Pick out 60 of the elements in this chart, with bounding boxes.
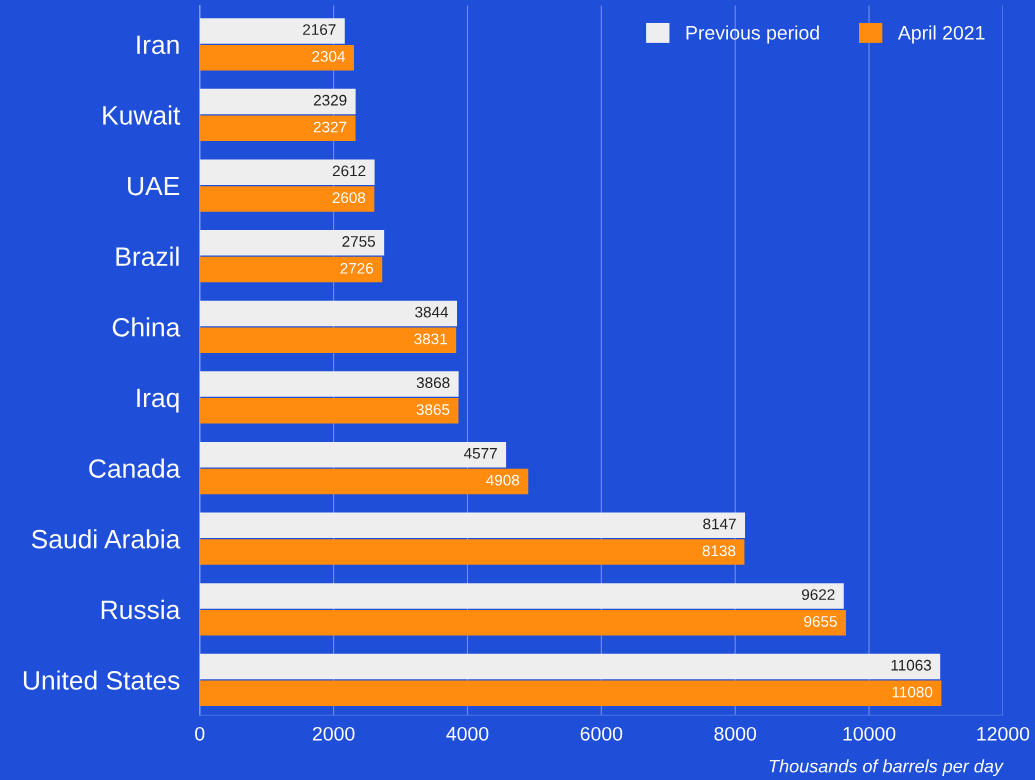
data-label: 2327 xyxy=(313,121,347,133)
x-axis-title: Thousands of barrels per day xyxy=(769,759,1004,777)
bar xyxy=(199,468,529,495)
data-label: 2329 xyxy=(313,94,347,106)
data-label: 9655 xyxy=(804,616,837,627)
x-tick-label: 12000 xyxy=(977,726,1030,741)
y-tick-label: China xyxy=(112,317,181,337)
data-label: 8138 xyxy=(702,545,736,557)
y-tick-label: Iran xyxy=(137,35,179,55)
bar xyxy=(199,230,385,256)
bar xyxy=(199,300,458,327)
data-label: 8147 xyxy=(703,518,736,530)
data-label: 9622 xyxy=(802,589,835,600)
bar xyxy=(199,583,844,609)
bar xyxy=(199,398,459,424)
y-tick-label: Saudi Arabia xyxy=(31,529,181,549)
bar xyxy=(199,327,457,353)
data-label: 3844 xyxy=(415,306,449,318)
bar xyxy=(199,159,375,185)
bar xyxy=(199,609,846,636)
data-label: 2726 xyxy=(340,262,374,274)
data-label: 3868 xyxy=(416,377,450,389)
data-label: 11080 xyxy=(892,686,933,698)
data-label: 2304 xyxy=(312,51,346,62)
data-label: 2755 xyxy=(342,236,376,247)
bar xyxy=(199,441,507,468)
bar xyxy=(199,18,345,44)
data-label: 2608 xyxy=(332,192,366,204)
data-label: 3865 xyxy=(416,404,450,415)
x-tick-label: 2000 xyxy=(312,726,355,741)
x-tick-label: 8000 xyxy=(714,726,757,741)
data-label: 2167 xyxy=(303,24,336,35)
y-tick-label: Iraq xyxy=(137,388,179,413)
y-tick-label: Canada xyxy=(89,458,181,478)
x-tick-label: 6000 xyxy=(580,726,623,741)
y-tick-label: Brazil xyxy=(116,246,179,267)
bar xyxy=(199,88,356,115)
y-tick-label: United States xyxy=(23,670,180,690)
bar xyxy=(199,115,356,142)
bar xyxy=(199,539,745,565)
bar xyxy=(199,186,375,212)
y-tick-label: UAE xyxy=(128,176,180,196)
data-label: 4577 xyxy=(463,448,497,459)
bar xyxy=(199,256,383,283)
y-tick-label: Russia xyxy=(101,599,181,620)
bar xyxy=(199,44,354,71)
x-tick-label: 10000 xyxy=(843,726,896,741)
x-tick-label: 0 xyxy=(195,726,205,741)
x-tick-label: 4000 xyxy=(446,726,489,741)
bar xyxy=(199,512,746,539)
data-label: 3831 xyxy=(414,333,447,345)
data-label: 11063 xyxy=(891,659,932,671)
legend-label: April 2021 xyxy=(897,25,985,44)
y-tick-label: Kuwait xyxy=(103,105,181,125)
bar xyxy=(199,371,459,397)
data-label: 4908 xyxy=(486,474,520,486)
legend-label: Previous period xyxy=(686,25,819,44)
bar xyxy=(199,680,942,707)
data-label: 2612 xyxy=(332,165,366,177)
bar xyxy=(199,653,941,680)
